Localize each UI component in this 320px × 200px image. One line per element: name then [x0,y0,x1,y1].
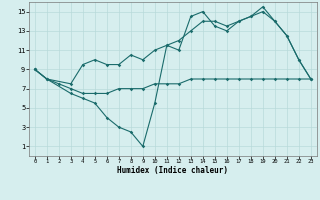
X-axis label: Humidex (Indice chaleur): Humidex (Indice chaleur) [117,166,228,175]
